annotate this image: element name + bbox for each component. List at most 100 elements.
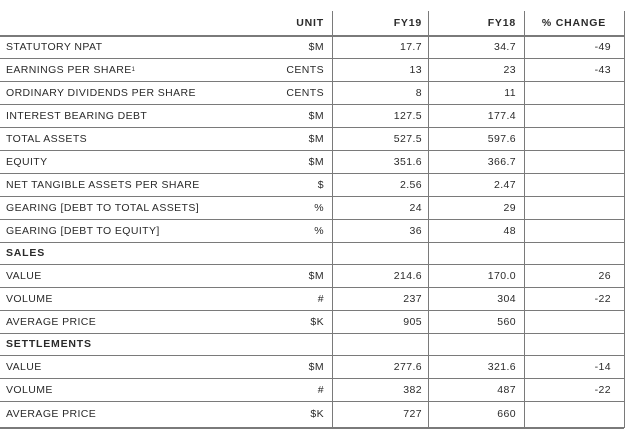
row-label-text: AVERAGE PRICE [6,315,97,328]
row-fy18: 366.7 [431,150,516,173]
row-change-text: -43 [594,63,611,76]
row-unit-text: $M [308,269,324,282]
row-fy18-text: 487 [497,383,516,396]
table-row: INTEREST BEARING DEBT $M 127.5 177.4 [0,104,624,127]
column-divider [332,11,333,428]
row-fy18: 487 [431,378,516,401]
row-change [526,310,611,333]
section-header-row: SETTLEMENTS [0,333,624,355]
row-fy18-text: 321.6 [487,360,516,373]
table-row: EARNINGS PER SHARE 1 CENTS 13 23 -43 [0,58,624,81]
table-row: GEARING [DEBT TO EQUITY]% 36 48 [0,219,624,242]
row-label-text: EARNINGS PER SHARE [6,63,132,76]
row-change [526,401,611,427]
row-change [526,104,611,127]
row-fy19: 277.6 [334,355,422,378]
header-fy18: FY18 [487,17,516,29]
row-label: VALUE [6,264,42,287]
table-rule [0,287,624,288]
row-unit: # [235,378,324,401]
row-fy19: 527.5 [334,127,422,150]
row-fy18: 23 [431,58,516,81]
table-row: AVERAGE PRICE $K 905 560 [0,310,624,333]
row-fy19-text: 2.56 [399,178,422,191]
table-row: VALUE $M 277.6 321.6 -14 [0,355,624,378]
row-change [526,81,611,104]
row-fy18-text: 304 [497,292,516,305]
row-label: SETTLEMENTS [6,333,92,355]
row-fy19-text: 127.5 [393,109,422,122]
column-divider [624,11,625,428]
row-label: AVERAGE PRICE [6,310,96,333]
row-fy18-text: 366.7 [487,155,516,168]
row-fy19-text: 277.6 [393,360,422,373]
table-row: GEARING [DEBT TO TOTAL ASSETS]% 24 29 [0,196,624,219]
row-label: GEARING [DEBT TO TOTAL ASSETS] [6,196,199,219]
row-fy19-text: 351.6 [393,155,422,168]
row-label: SALES [6,242,45,264]
row-change-text: 26 [598,269,611,282]
row-fy18: 48 [431,219,516,242]
row-fy18-text: 170.0 [487,269,516,282]
row-unit-text: CENTS [286,63,324,76]
row-unit [235,242,324,264]
row-change [526,196,611,219]
row-fy18-text: 11 [504,86,516,99]
row-change-text: -49 [594,40,611,53]
row-label-text: SALES [6,247,46,259]
row-fy18 [431,242,516,264]
row-fy19 [334,242,422,264]
row-fy19-text: 237 [403,292,422,305]
row-fy18-text: 177.4 [487,109,516,122]
row-label-text: EQUITY [6,155,48,168]
row-label-text: VALUE [6,360,42,373]
row-fy19-text: 727 [403,408,422,420]
row-unit-text: $M [308,360,324,373]
row-label-text: ORDINARY DIVIDENDS PER SHARE [6,86,196,99]
row-fy19: 905 [334,310,422,333]
row-label: VOLUME [6,378,53,401]
header-unit: UNIT [296,17,324,29]
row-fy19-text: 13 [409,63,422,76]
row-fy19: 24 [334,196,422,219]
row-label: INTEREST BEARING DEBT [6,104,147,127]
table-rule [0,81,624,82]
row-unit: $M [235,355,324,378]
table-rule [0,378,624,379]
header-change: % CHANGE [541,17,607,29]
table-rule [0,219,624,220]
row-unit-text: % [314,201,324,214]
row-fy18-text: 29 [503,201,516,214]
row-unit: $M [235,150,324,173]
row-change [526,242,611,264]
row-unit-text: $M [308,109,324,122]
row-unit: CENTS [235,81,324,104]
row-change: 26 [526,264,611,287]
row-label: GEARING [DEBT TO EQUITY] [6,219,160,242]
row-change [526,173,611,196]
row-fy19 [334,333,422,355]
row-fy19: 13 [334,58,422,81]
row-change-text: -14 [594,360,611,373]
row-fy18-text: 34.7 [493,40,516,53]
row-unit: $M [235,127,324,150]
row-fy18 [431,333,516,355]
table-header-row: UNIT FY19 FY18 % CHANGE [0,11,624,35]
table-row: STATUTORY NPAT $M 17.7 34.7 -49 [0,35,624,58]
column-divider [428,11,429,428]
row-unit-text: $K [310,315,324,328]
row-fy19-text: 17.7 [399,40,422,53]
row-fy19: 17.7 [334,35,422,58]
table-rule [0,310,624,311]
row-fy18-text: 48 [503,224,516,237]
row-fy19-text: 527.5 [393,132,422,145]
row-label-text: VOLUME [6,292,53,305]
table-row: TOTAL ASSETS $M 527.5 597.6 [0,127,624,150]
row-label-text: INTEREST BEARING DEBT [6,109,148,122]
row-label: VALUE [6,355,42,378]
row-label-text: GEARING [DEBT TO TOTAL ASSETS] [6,201,200,214]
row-fy18: 304 [431,287,516,310]
row-change [526,127,611,150]
row-label: NET TANGIBLE ASSETS PER SHARE [6,173,200,196]
table-rule [0,104,624,105]
